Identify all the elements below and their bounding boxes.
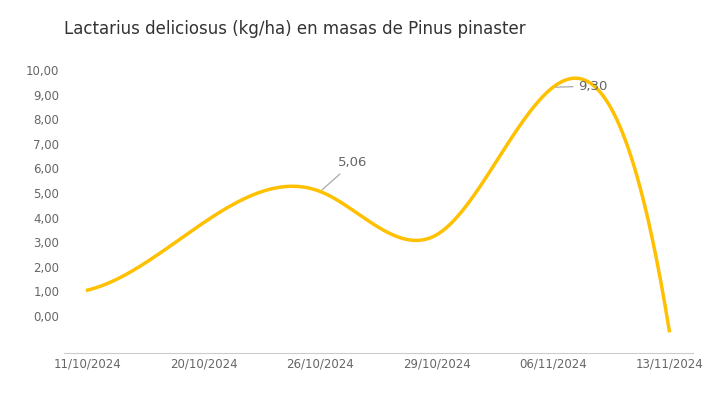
Text: 9,30: 9,30 <box>555 79 608 92</box>
Text: 5,06: 5,06 <box>322 156 367 190</box>
Text: Lactarius deliciosus (kg/ha) en masas de Pinus pinaster: Lactarius deliciosus (kg/ha) en masas de… <box>64 20 526 38</box>
